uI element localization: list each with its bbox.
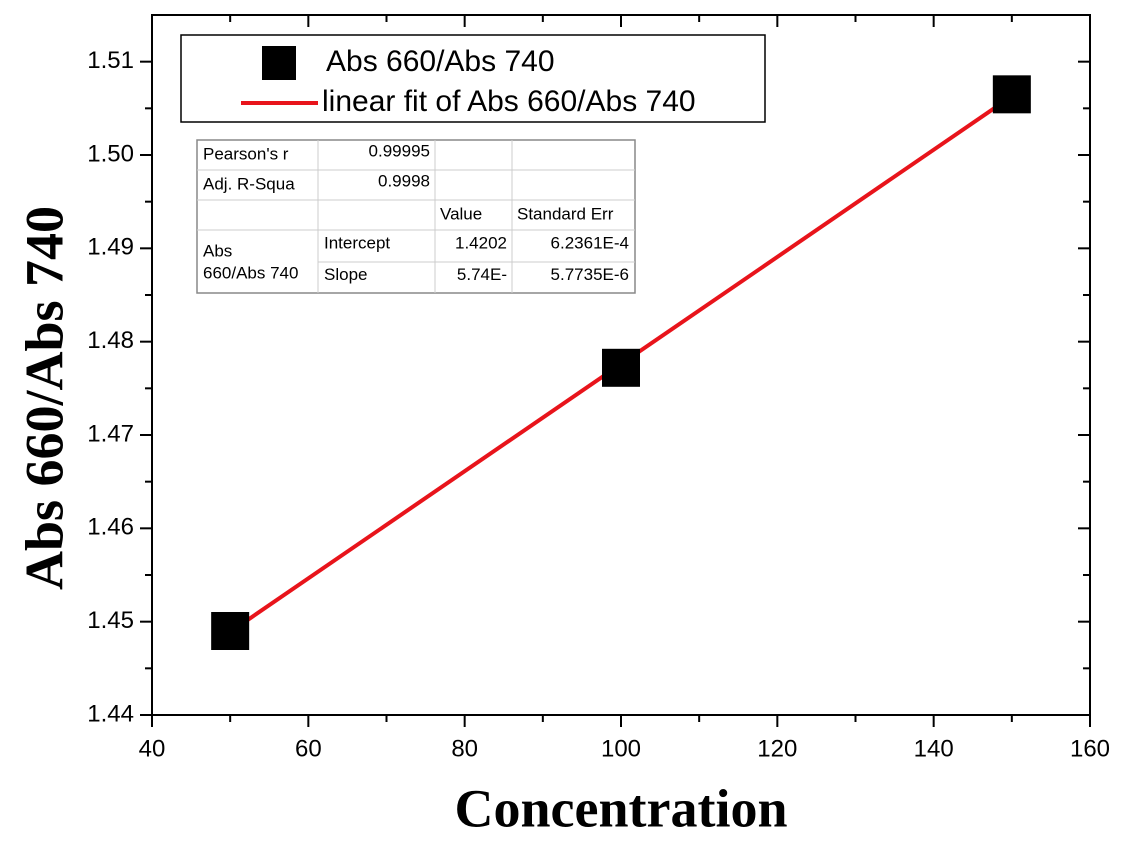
y-tick-label: 1.51 (87, 47, 134, 74)
y-tick-label: 1.45 (87, 607, 134, 634)
legend-marker (262, 46, 296, 80)
x-tick-label: 80 (451, 735, 478, 762)
table-header: Value (440, 204, 482, 223)
table-error: 6.2361E-4 (551, 233, 629, 252)
table-stat-label: Pearson's r (203, 144, 289, 163)
table-error: 5.7735E-6 (551, 265, 629, 284)
table-stat-label: Adj. R-Squa (203, 174, 295, 193)
y-tick-label: 1.46 (87, 514, 134, 541)
y-tick-label: 1.48 (87, 327, 134, 354)
table-param: Slope (324, 265, 367, 284)
table-stat-value: 0.99995 (369, 141, 430, 160)
x-tick-label: 40 (139, 735, 166, 762)
x-tick-label: 160 (1070, 735, 1110, 762)
table-group: Abs (203, 241, 232, 260)
table-param: Intercept (324, 233, 390, 252)
x-axis-title: Concentration (455, 778, 788, 838)
y-axis-title: Abs 660/Abs 740 (14, 206, 74, 590)
legend-label: Abs 660/Abs 740 (326, 45, 555, 78)
data-point (992, 75, 1031, 114)
table-stat-value: 0.9998 (378, 171, 430, 190)
x-tick-label: 120 (757, 735, 797, 762)
y-tick-label: 1.47 (87, 420, 134, 447)
table-box (196, 139, 636, 294)
table-value: 5.74E- (457, 265, 507, 284)
y-tick-label: 1.49 (87, 234, 134, 261)
table-header: Standard Err (517, 204, 614, 223)
x-tick-label: 100 (601, 735, 641, 762)
data-point (602, 348, 640, 387)
x-tick-label: 60 (295, 735, 322, 762)
table-group: 660/Abs 740 (203, 263, 298, 282)
table-value: 1.4202 (455, 233, 507, 252)
y-tick-label: 1.44 (87, 700, 134, 727)
legend-label: linear fit of Abs 660/Abs 740 (322, 85, 696, 118)
x-tick-label: 140 (914, 735, 954, 762)
data-point (211, 612, 250, 650)
y-tick-label: 1.50 (87, 140, 134, 167)
